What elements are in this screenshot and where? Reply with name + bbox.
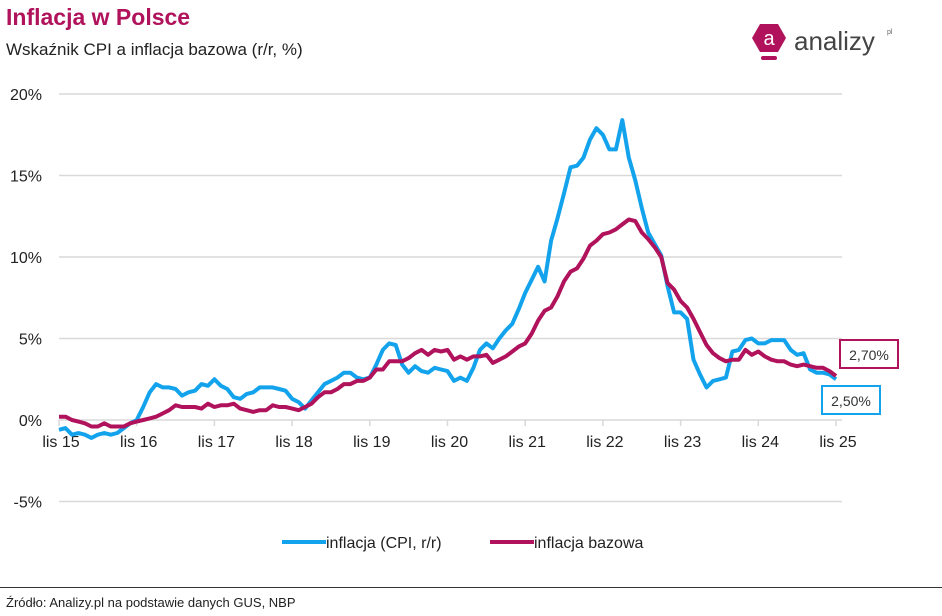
y-tick-label: 5% — [19, 332, 42, 349]
x-tick-label: lis 15 — [42, 434, 79, 451]
y-tick-label: 15% — [10, 169, 42, 186]
logo-letter: a — [763, 28, 775, 50]
logo-base-icon — [761, 56, 777, 60]
x-tick-label: lis 19 — [353, 434, 390, 451]
series-line-cpi — [58, 118, 838, 440]
end-value-label: 2,50% — [831, 393, 871, 409]
logo-text: analizy — [794, 26, 875, 56]
x-tick-label: lis 24 — [742, 434, 779, 451]
x-tick-label: lis 18 — [275, 434, 312, 451]
x-tick-label: lis 17 — [198, 434, 235, 451]
logo-hexagon-icon — [752, 24, 786, 52]
end-value-label: 2,70% — [849, 347, 889, 363]
line-chart: 20% 15% 10% 5% 0% -5% lis 15 lis 16 lis 17 lis 1… — [10, 87, 899, 552]
x-tick-label: lis 22 — [586, 434, 623, 451]
chart-subtitle: Wskaźnik CPI a inflacja bazowa (r/r, %) — [6, 40, 303, 59]
x-tick-label: lis 25 — [819, 434, 856, 451]
logo-suffix: pl — [887, 29, 893, 36]
y-tick-label: 0% — [19, 413, 42, 430]
footer-divider — [0, 587, 942, 588]
legend-label: inflacja bazowa — [534, 535, 644, 552]
x-tick-label: lis 23 — [664, 434, 701, 451]
source-note: Źródło: Analizy.pl na podstawie danych G… — [6, 595, 296, 610]
x-tick-label: lis 21 — [509, 434, 546, 451]
y-tick-label: 20% — [10, 87, 42, 104]
series-line-core-inflation — [59, 217, 838, 429]
legend-label: inflacja (CPI, r/r) — [326, 535, 442, 552]
y-tick-label: -5% — [14, 495, 42, 512]
end-value-box — [839, 339, 899, 369]
x-tick-label: lis 16 — [120, 434, 157, 451]
end-value-box — [821, 385, 881, 415]
y-tick-label: 10% — [10, 250, 42, 267]
analizy-logo: a analizy pl — [752, 24, 893, 60]
chart-title: Inflacja w Polsce — [6, 4, 191, 30]
x-tick-label: lis 20 — [431, 434, 468, 451]
